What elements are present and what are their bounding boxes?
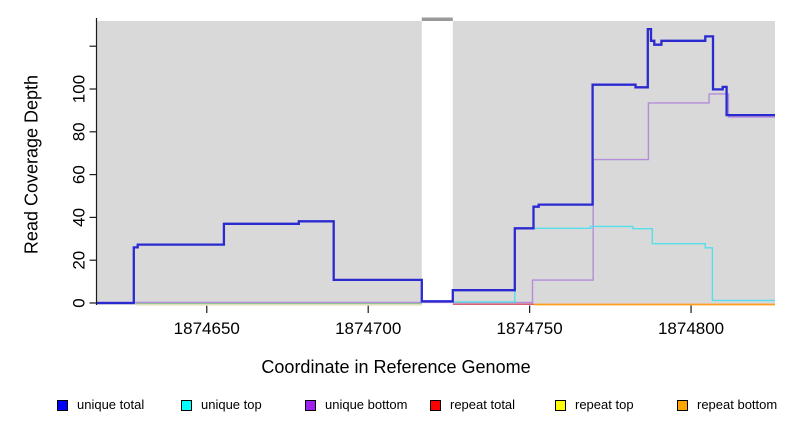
x-tick-label: 1874800 [658, 319, 724, 338]
coverage-gap-cap [421, 17, 453, 21]
legend-label: unique total [77, 397, 145, 412]
legend-swatch-repeat-top [555, 399, 566, 411]
legend-swatch-unique-total [57, 399, 68, 411]
coverage-gap-band [421, 21, 453, 305]
legend-label: unique bottom [325, 397, 408, 412]
x-tick-label: 1874700 [335, 319, 401, 338]
y-tick-label: 0 [69, 298, 88, 307]
legend-item-unique-total: unique total [57, 397, 144, 413]
legend-swatch-repeat-total [430, 399, 441, 411]
y-tick-label: 40 [69, 208, 88, 227]
y-axis-title: Read Coverage Depth [21, 74, 42, 255]
x-tick-label: 1874650 [174, 319, 240, 338]
legend-item-unique-bottom: unique bottom [305, 397, 407, 413]
x-tick-label: 1874750 [497, 319, 563, 338]
legend-label: repeat bottom [697, 397, 778, 412]
legend-item-repeat-total: repeat total [430, 397, 515, 413]
legend-label: repeat top [575, 397, 634, 412]
legend-swatch-unique-bottom [305, 399, 316, 411]
legend-item-repeat-bottom: repeat bottom [677, 397, 777, 413]
y-tick-label: 60 [69, 165, 88, 184]
x-axis-title: Coordinate in Reference Genome [261, 357, 531, 377]
y-tick-label: 80 [69, 122, 88, 141]
legend-item-unique-top: unique top [181, 397, 262, 413]
legend: unique total unique top unique bottom repea… [0, 397, 792, 417]
legend-label: unique top [201, 397, 262, 412]
series-line-unique-total [97, 27, 775, 305]
legend-swatch-unique-top [181, 399, 192, 411]
y-tick-label: 100 [69, 75, 88, 103]
legend-item-repeat-top: repeat top [555, 397, 634, 413]
legend-label: repeat total [450, 397, 516, 412]
legend-swatch-repeat-bottom [677, 399, 688, 411]
series-line-unique-bottom [97, 93, 775, 304]
y-tick-label: 20 [69, 251, 88, 270]
